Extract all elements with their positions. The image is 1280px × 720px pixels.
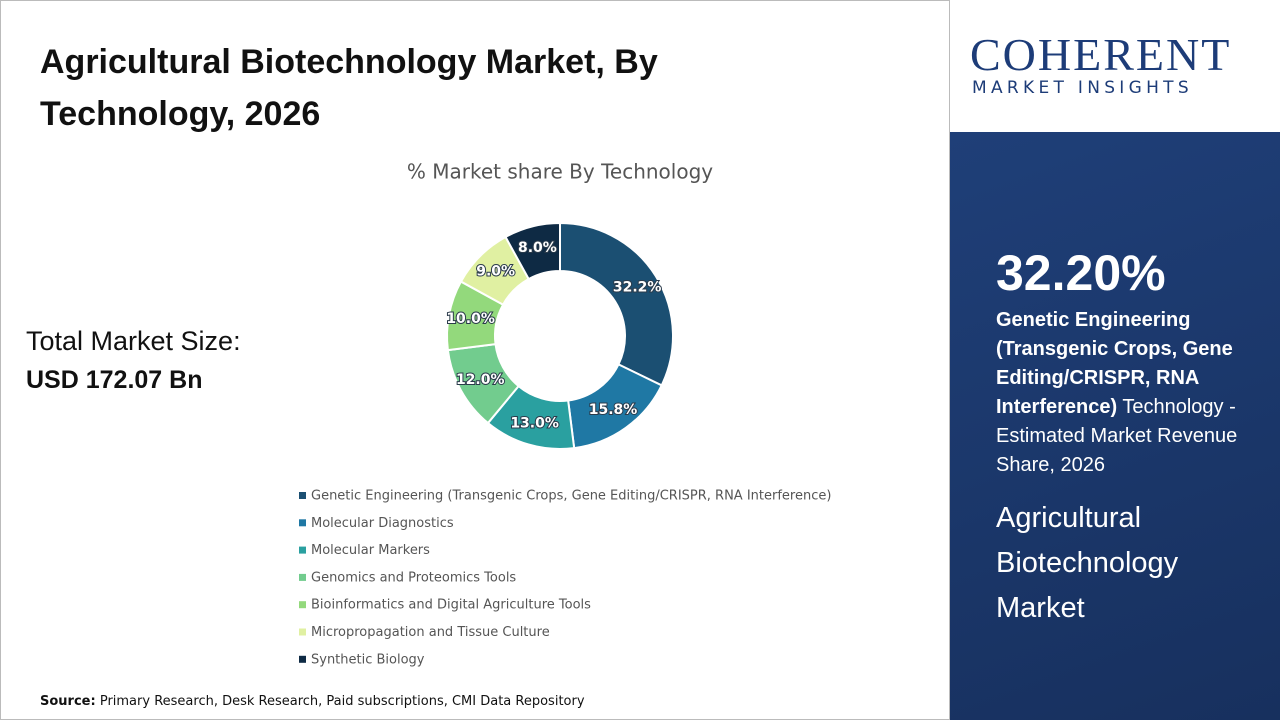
legend-label: Bioinformatics and Digital Agriculture T… [311,598,591,613]
legend-label: Synthetic Biology [311,652,425,667]
legend-label: Genomics and Proteomics Tools [311,570,516,585]
legend-label: Genetic Engineering (Transgenic Crops, G… [311,489,831,504]
logo-tagline: MARKET INSIGHTS [972,78,1193,98]
donut-slice [559,221,674,387]
value-label: 8.0% [518,240,557,256]
legend-label: Micropropagation and Tissue Culture [311,625,550,640]
legend-swatch [299,519,306,527]
total-label: Total Market Size: [26,326,241,356]
side-panel [950,132,1280,720]
highlight-value: 32.20% [996,245,1166,301]
value-label: 10.0% [446,311,495,327]
highlight-text: Genetic Engineering (Transgenic Crops, G… [996,306,1266,480]
legend-swatch [299,573,306,581]
source-text: Primary Research, Desk Research, Paid su… [99,694,585,709]
legend-swatch [299,628,306,636]
source: Source: Primary Research, Desk Research,… [40,694,585,709]
value-label: 9.0% [476,264,515,280]
legend-label: Molecular Diagnostics [311,516,454,531]
total-value: USD 172.07 Bn [26,366,203,394]
highlight-description: Technology - Estimated Market Revenue Sh… [996,396,1238,476]
source-label: Source: [40,694,96,709]
highlight-segment: Genetic Engineering (Transgenic Crops, G… [996,309,1233,418]
chart-subtitle: % Market share By Technology [407,160,713,184]
legend-swatch [299,546,306,554]
legend-label: Molecular Markers [311,543,430,558]
title: Agricultural Biotechnology Market, By Te… [40,43,658,133]
logo-name: COHERENT [970,29,1232,80]
value-label: 12.0% [456,372,505,388]
value-label: 13.0% [510,415,559,431]
value-label: 15.8% [589,402,638,418]
donut-slice [504,221,561,281]
chart: % Market share By Technology 32.2% Geneti… [299,160,831,667]
value-label: 32.2% [613,280,662,296]
legend-swatch [299,601,306,609]
highlight-market: Agricultural Biotechnology Market [996,502,1179,624]
logo-box [950,0,1280,132]
legend-swatch [299,655,306,663]
legend-swatch [299,492,306,499]
